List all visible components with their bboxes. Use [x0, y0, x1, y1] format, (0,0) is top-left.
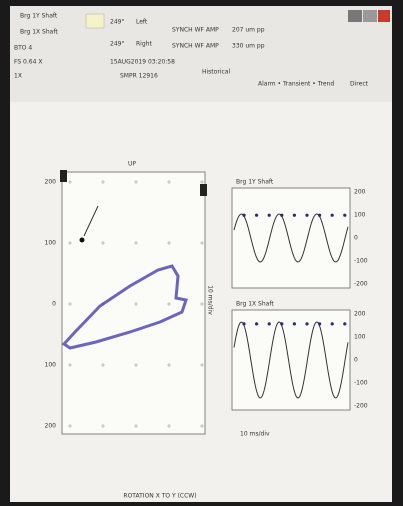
waveform-y-tick-label: 0 — [354, 235, 358, 242]
amp-2-value: 330 um pp — [232, 43, 265, 50]
keyphasor-dot — [242, 214, 245, 217]
maximize-button[interactable] — [363, 10, 377, 22]
waveform-y-tick-label: -100 — [354, 258, 368, 265]
orbit-y-tick-label: 200 — [45, 179, 57, 186]
angle-1-side: Left — [136, 19, 148, 26]
fs: FS 0.64 X — [14, 59, 42, 66]
orbit-marker — [60, 170, 67, 182]
keyphasor-dot — [305, 322, 308, 325]
keyphasor-dot — [318, 214, 321, 217]
angle-2-side: Right — [136, 41, 152, 48]
timestamp: 15AUG2019 03:20:58 — [110, 59, 175, 66]
keyphasor-dot — [293, 322, 296, 325]
keyphasor-dot — [80, 238, 85, 243]
close-button[interactable] — [378, 10, 390, 22]
minimize-button[interactable] — [348, 10, 362, 22]
waveform-y-tick-label: 200 — [354, 311, 366, 318]
waveform-plot — [232, 188, 350, 288]
bto: BTO 4 — [14, 45, 32, 52]
orbit-title: UP — [128, 161, 136, 168]
orbit-y-tick-label: 100 — [45, 240, 57, 247]
keyphasor-dot — [318, 322, 321, 325]
waveform-title: Brg 1X Shaft — [236, 301, 274, 308]
orbit-marker — [200, 184, 207, 196]
keyphasor-dot — [268, 214, 271, 217]
waveform-y-tick-label: -200 — [354, 403, 368, 410]
probe-2[interactable]: Brg 1X Shaft — [20, 29, 58, 36]
waveform-y-tick-label: 0 — [354, 357, 358, 364]
waveform-y-tick-label: -100 — [354, 380, 368, 387]
waveform-title: Brg 1Y Shaft — [236, 179, 274, 186]
keyphasor-dot — [331, 214, 334, 217]
orbit-y-tick-label: 0 — [52, 301, 56, 308]
screen-photo: Brg 1Y Shaft Brg 1X Shaft BTO 4 FS 0.64 … — [0, 0, 403, 506]
keyphasor-dot — [242, 322, 245, 325]
waveform-y-tick-label: 100 — [354, 212, 366, 219]
keyphasor-dot — [305, 214, 308, 217]
waveform-y-tick-label: 100 — [354, 334, 366, 341]
direct[interactable]: Direct — [350, 81, 369, 88]
keyphasor-dot — [280, 214, 283, 217]
header-bar — [10, 6, 392, 102]
rotation-label: ROTATION X TO Y (CCW) — [123, 493, 196, 500]
keyphasor-dot — [293, 214, 296, 217]
smpr: SMPR 12916 — [120, 73, 158, 80]
keyphasor-dot — [280, 322, 283, 325]
keyphasor-dot — [331, 322, 334, 325]
orbit-y-tick-label: 100 — [45, 362, 57, 369]
filters[interactable]: Alarm • Transient • Trend — [258, 81, 334, 88]
x-axis-label: 10 ms/div — [240, 431, 270, 438]
amp-1-label: SYNCH WF AMP — [172, 27, 219, 34]
waveform-y-tick-label: -200 — [354, 281, 368, 288]
window-controls — [348, 10, 390, 22]
mode: 1X — [14, 73, 22, 80]
orbit-side-label: 10 ms/div — [207, 285, 214, 315]
keyphasor-dot — [343, 214, 346, 217]
amp-2-label: SYNCH WF AMP — [172, 43, 219, 50]
probe-1[interactable]: Brg 1Y Shaft — [20, 13, 58, 20]
keyphasor-dot — [255, 214, 258, 217]
orbit-y-tick-label: 200 — [45, 423, 57, 430]
keyphasor-dot — [268, 322, 271, 325]
historical: Historical — [202, 69, 230, 76]
waveform-y-tick-label: 200 — [354, 189, 366, 196]
amp-1-value: 207 um pp — [232, 27, 265, 34]
angle-2: 249° — [110, 41, 124, 48]
angle-1: 249° — [110, 19, 124, 26]
color-swatch — [86, 14, 104, 28]
page: Brg 1Y Shaft Brg 1X Shaft BTO 4 FS 0.64 … — [0, 0, 403, 506]
keyphasor-dot — [343, 322, 346, 325]
keyphasor-dot — [255, 322, 258, 325]
